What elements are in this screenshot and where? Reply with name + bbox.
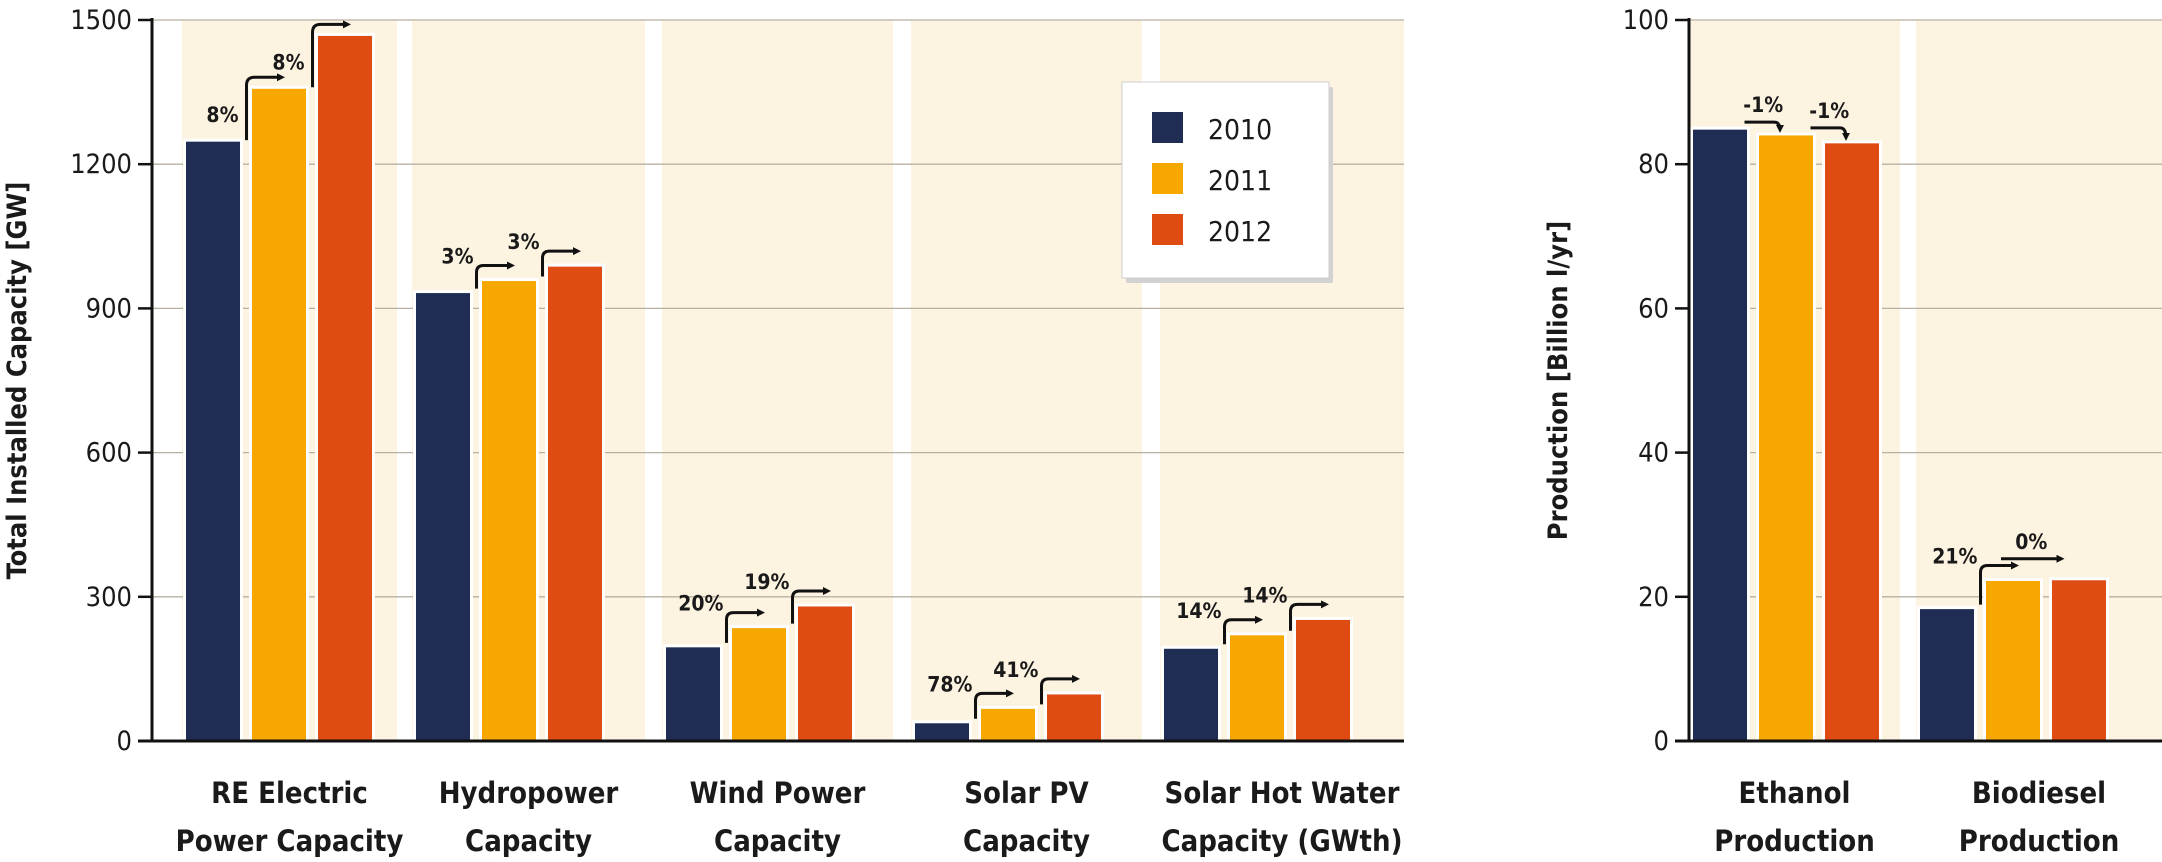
growth-label: 14% xyxy=(1242,583,1287,607)
bar-2011 xyxy=(978,705,1038,743)
bar-2012 xyxy=(545,263,605,743)
growth-label: 21% xyxy=(1932,544,1977,568)
legend-swatch xyxy=(1152,112,1183,143)
y-axis-title: Total Installed Capacity [GW] xyxy=(2,182,33,580)
growth-arrow xyxy=(1979,561,2019,605)
y-tick-label: 900 xyxy=(86,293,132,324)
growth-label: 20% xyxy=(678,592,723,616)
growth-label: 3% xyxy=(441,245,473,269)
y-tick-label: 0 xyxy=(1654,726,1669,757)
y-tick-label: 300 xyxy=(86,582,132,613)
growth-label: 78% xyxy=(927,672,972,696)
growth-arrow xyxy=(1810,126,1850,141)
growth-label: -1% xyxy=(1809,99,1849,123)
category-label: Biodiesel xyxy=(1972,776,2106,810)
y-tick-label: 100 xyxy=(1623,5,1669,36)
growth-label: 3% xyxy=(507,230,539,254)
y-tick-label: 80 xyxy=(1638,149,1669,180)
bar-2012 xyxy=(1044,691,1104,743)
growth-arrow xyxy=(974,689,1014,719)
category-label: Capacity xyxy=(465,824,592,858)
y-tick-label: 1200 xyxy=(70,149,132,180)
growth-arrow xyxy=(1744,120,1784,133)
bar-2011 xyxy=(479,278,539,743)
growth-label: 41% xyxy=(993,658,1038,682)
growth-arrow xyxy=(311,20,351,88)
category-label: Capacity (GWth) xyxy=(1161,824,1402,858)
category-label: Power Capacity xyxy=(176,824,404,858)
category-label: Production xyxy=(1714,824,1875,858)
category-label: Solar PV xyxy=(964,776,1089,810)
category-label: Capacity xyxy=(963,824,1090,858)
growth-label: -1% xyxy=(1743,93,1783,117)
bar-2011 xyxy=(1983,577,2043,743)
bar-2010 xyxy=(912,720,972,743)
y-tick-label: 60 xyxy=(1638,293,1669,324)
bar-2010 xyxy=(1917,606,1977,743)
bar-2012 xyxy=(2049,577,2109,743)
growth-label: 14% xyxy=(1176,599,1221,623)
legend-swatch xyxy=(1152,163,1183,194)
bar-2012 xyxy=(315,32,375,743)
category-label: Ethanol xyxy=(1739,776,1851,810)
bar-2010 xyxy=(1690,126,1750,743)
legend-label: 2011 xyxy=(1208,164,1272,197)
category-label: Capacity xyxy=(714,824,841,858)
bar-2012 xyxy=(795,603,855,743)
bar-2010 xyxy=(663,644,723,743)
bar-2011 xyxy=(1227,632,1287,743)
growth-arrow xyxy=(1289,600,1329,631)
y-tick-label: 0 xyxy=(117,726,132,757)
y-tick-label: 600 xyxy=(86,438,132,469)
bar-2011 xyxy=(1756,132,1816,743)
category-label: Wind Power xyxy=(690,776,866,810)
growth-arrow xyxy=(475,261,515,289)
y-tick-label: 40 xyxy=(1638,438,1669,469)
category-label: Solar Hot Water xyxy=(1165,776,1400,810)
y-axis-title: Production [Billion l/yr] xyxy=(1543,221,1574,540)
y-tick-label: 1500 xyxy=(70,5,132,36)
growth-label: 8% xyxy=(272,50,304,74)
bar-2010 xyxy=(413,290,473,743)
growth-arrow xyxy=(541,247,581,277)
category-label: RE Electric xyxy=(211,776,368,810)
growth-arrow xyxy=(791,586,831,624)
category-label: Production xyxy=(1959,824,2120,858)
bar-2012 xyxy=(1293,616,1353,743)
growth-label: 19% xyxy=(744,570,789,594)
legend-swatch xyxy=(1152,214,1183,245)
y-tick-label: 20 xyxy=(1638,582,1669,613)
growth-arrow xyxy=(1223,615,1263,645)
category-label: Hydropower xyxy=(439,776,619,810)
bar-2011 xyxy=(729,625,789,743)
growth-arrow xyxy=(1040,674,1080,705)
panel-background xyxy=(911,20,1142,741)
growth-label: 0% xyxy=(2015,530,2047,554)
growth-arrow xyxy=(725,608,765,643)
legend-label: 2010 xyxy=(1208,113,1272,146)
bar-2010 xyxy=(183,138,243,743)
bar-2011 xyxy=(249,85,309,743)
legend-label: 2012 xyxy=(1208,215,1272,248)
growth-arrow xyxy=(245,73,285,141)
bar-2010 xyxy=(1161,645,1221,743)
bar-2012 xyxy=(1822,140,1882,743)
growth-label: 8% xyxy=(206,103,238,127)
